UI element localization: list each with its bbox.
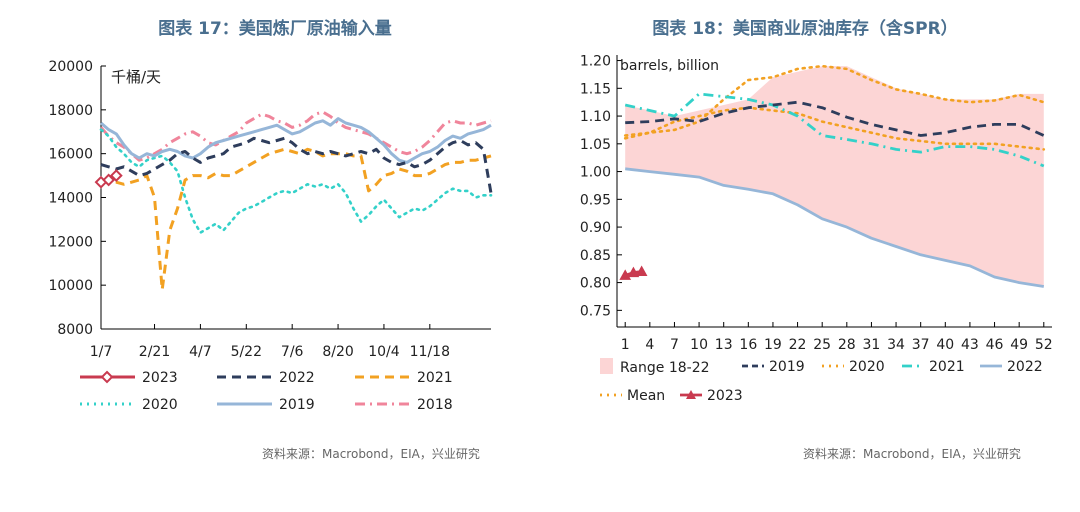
series-line-2020: [623, 64, 1046, 137]
x-tick-label: 46: [986, 337, 1004, 353]
series-line-2021: [624, 92, 1045, 168]
x-tick-label: 7: [670, 337, 679, 353]
x-tick-label: 4/7: [189, 344, 212, 360]
source-note-right: 资料来源：Macrobond，EIA，兴业研究: [803, 447, 1021, 461]
x-tick-label: 2/21: [139, 344, 170, 360]
y-tick-label: 0.75: [580, 303, 611, 319]
y-axis-label: barrels, billion: [620, 58, 719, 74]
x-tick-label: 31: [863, 337, 881, 353]
y-tick-label: 8000: [57, 322, 93, 338]
series-marker-2023: [635, 265, 648, 276]
legend-label-2023: 2023: [142, 370, 178, 386]
series-line-2020: [99, 128, 493, 234]
y-tick-label: 0.90: [580, 220, 611, 236]
legend-label-2018: 2018: [417, 397, 453, 413]
legend-label-range: Range 18-22: [620, 360, 710, 376]
x-tick-label: 25: [813, 337, 831, 353]
y-tick-label: 1.05: [580, 137, 611, 153]
chart-title-right: 图表 18：美国商业原油库存（含SPR）: [652, 19, 958, 39]
chart-title-left: 图表 17：美国炼厂原油输入量: [158, 19, 392, 39]
y-tick-label: 0.80: [580, 276, 611, 292]
y-tick-label: 1.15: [580, 81, 611, 97]
series-marker-2023: [619, 269, 632, 280]
x-tick-label: 13: [715, 337, 733, 353]
legend-swatch-range: [600, 358, 613, 374]
series-marker-2023: [109, 169, 123, 182]
x-tick-label: 10: [690, 337, 708, 353]
legend-label-2021: 2021: [417, 370, 453, 386]
legend-label-2020: 2020: [142, 397, 178, 413]
legend-label-2022: 2022: [1007, 359, 1043, 375]
series-line-2022: [100, 136, 493, 194]
x-tick-label: 40: [936, 337, 954, 353]
y-tick-label: 18000: [48, 103, 93, 119]
y-tick-label: 1.00: [580, 165, 611, 181]
series-line-Mean: [623, 106, 1046, 151]
x-tick-label: 37: [912, 337, 930, 353]
legend-label-2022: 2022: [279, 370, 315, 386]
x-tick-label: 19: [764, 337, 782, 353]
x-tick-label: 49: [1010, 337, 1028, 353]
legend-marker-2023: [100, 370, 114, 384]
legend-label-Mean: Mean: [627, 388, 665, 404]
x-tick-label: 28: [838, 337, 856, 353]
range-band: [625, 66, 1044, 287]
legend-label-2019: 2019: [279, 397, 315, 413]
y-tick-label: 10000: [48, 278, 93, 294]
y-tick-label: 1.20: [580, 54, 611, 70]
y-tick-label: 16000: [48, 147, 93, 163]
x-tick-label: 34: [887, 337, 905, 353]
legend-marker-2023: [686, 390, 696, 399]
refinery-input-chart: 8000 10000 12000 14000 16000 18000 20000 1/7 2/2…: [48, 59, 493, 413]
series-line-2018: [99, 110, 492, 162]
x-tick-label: 11/18: [410, 344, 450, 360]
x-tick-label: 16: [739, 337, 757, 353]
source-note-left: 资料来源：Macrobond，EIA，兴业研究: [262, 447, 480, 461]
x-tick-label: 10/4: [368, 344, 400, 360]
series-marker-2023: [627, 266, 640, 278]
series-line-2021: [100, 147, 492, 292]
y-axis-label: 千桶/天: [111, 68, 161, 86]
series-line-2022: [625, 167, 1045, 288]
y-tick-label: 12000: [48, 234, 93, 250]
y-tick-label: 1.10: [580, 109, 611, 125]
x-tick-label: 1: [621, 337, 630, 353]
legend-label-2019: 2019: [769, 359, 805, 375]
legend-label-2023: 2023: [707, 388, 743, 404]
y-tick-label: 14000: [48, 191, 93, 207]
legend-label-2021: 2021: [929, 359, 965, 375]
y-tick-label: 20000: [48, 59, 93, 75]
x-tick-label: 8/20: [322, 344, 353, 360]
crude-inventory-chart: 1.20 1.15 1.10 1.05 1.00 0.95 0.90 0.85 0.80 0.75…: [580, 54, 1053, 404]
legend-label-2020: 2020: [849, 359, 885, 375]
series-line-2019: [625, 100, 1045, 137]
x-tick-label: 5/22: [231, 344, 262, 360]
x-tick-label: 22: [789, 337, 807, 353]
x-tick-label: 7/6: [281, 344, 304, 360]
x-tick-label: 1/7: [90, 344, 113, 360]
y-tick-label: 0.85: [580, 248, 611, 264]
y-tick-label: 0.95: [580, 192, 611, 208]
series-marker-2023: [102, 173, 116, 187]
series-line-2019: [100, 117, 492, 164]
x-tick-label: 52: [1035, 337, 1053, 353]
x-tick-label: 4: [645, 337, 654, 353]
x-tick-label: 43: [961, 337, 979, 353]
